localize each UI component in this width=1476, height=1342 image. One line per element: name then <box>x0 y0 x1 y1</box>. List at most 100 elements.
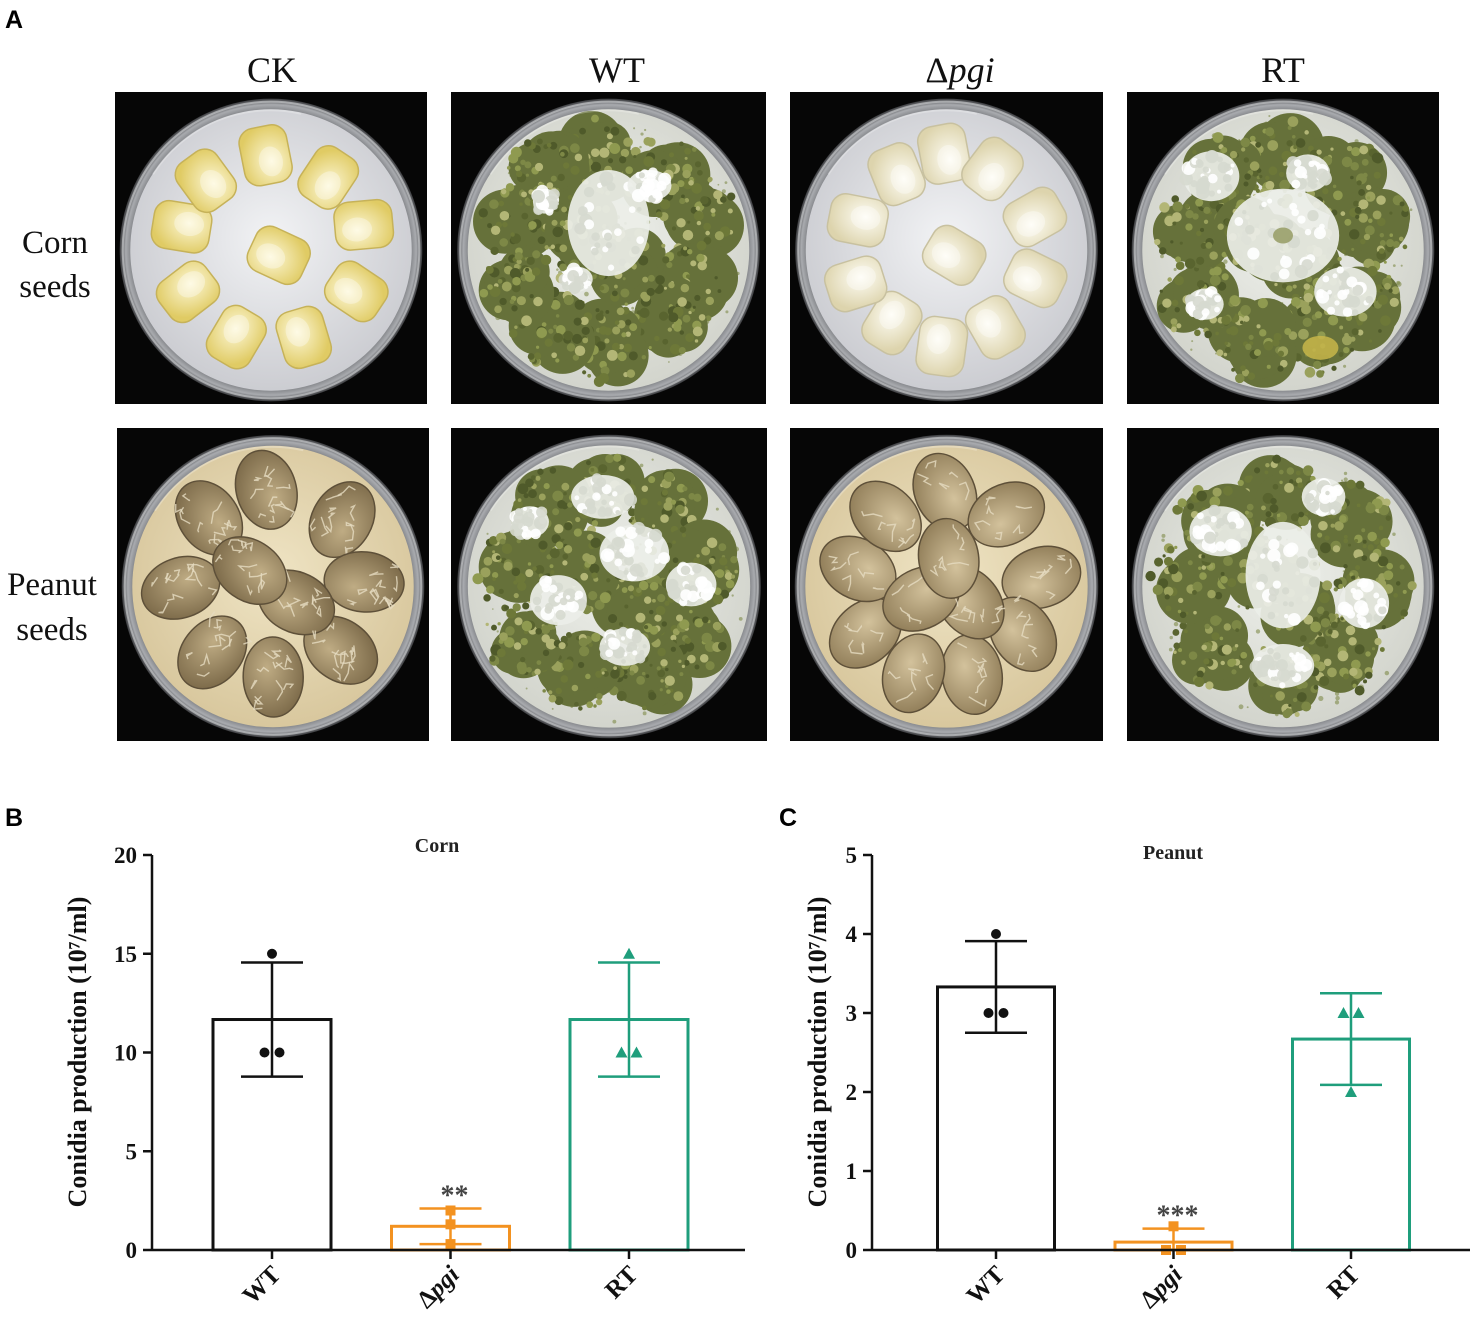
mycelium-spot <box>1214 295 1222 303</box>
mycelium-spot <box>594 242 601 249</box>
mycelium-spot <box>607 264 615 271</box>
photo-pgi-peanut-seeds <box>790 428 1103 741</box>
mycelium-spot <box>1242 210 1247 215</box>
corn-seed <box>916 122 972 185</box>
mold-spot <box>680 246 691 257</box>
mold-spot <box>1324 535 1330 541</box>
mold-spot <box>1339 515 1347 523</box>
mycelium-spot <box>1289 652 1294 658</box>
mold-spot <box>546 142 552 148</box>
seed-wrinkle <box>250 679 258 690</box>
mycelium-spot <box>1270 272 1280 281</box>
seed-wrinkle <box>1043 564 1053 574</box>
mycelium-spot <box>1352 284 1364 296</box>
seed-wrinkle <box>977 662 985 674</box>
mycelium-spot <box>1288 166 1296 174</box>
mold-spot <box>1220 660 1225 666</box>
mold-spot <box>1196 490 1207 502</box>
mold-spot <box>1304 130 1309 135</box>
mold-spot <box>1239 320 1244 325</box>
mycelium-spot <box>684 583 691 590</box>
mold-spot <box>1351 328 1359 336</box>
seed-wrinkle <box>256 666 270 673</box>
x-tick-label: Δpgi <box>412 1261 465 1314</box>
mold-spot <box>1220 576 1228 584</box>
mycelium-spot <box>1273 652 1281 660</box>
mold-spot <box>682 314 691 323</box>
mycelium-spot <box>1342 307 1353 317</box>
yellow-spot <box>1302 335 1339 360</box>
mold-spot <box>1222 485 1233 496</box>
corn-seed <box>961 136 1024 202</box>
mycelium-spot <box>1262 547 1269 554</box>
spore-speck <box>717 183 720 186</box>
mold-spot <box>608 614 618 624</box>
mold-spot <box>559 244 568 253</box>
mold-spot <box>1265 462 1270 468</box>
mold-spot <box>1313 684 1319 690</box>
seed-wrinkle <box>311 596 331 605</box>
mold-spot <box>692 326 703 337</box>
mold-spot <box>1279 480 1283 485</box>
mycelium-spot <box>1208 504 1220 517</box>
mold-spot <box>1249 161 1260 171</box>
mold-spot <box>1224 347 1231 353</box>
mold-spot <box>1175 256 1182 263</box>
mold-spot <box>1380 315 1391 326</box>
mold-spot <box>1192 149 1197 155</box>
mold-spot <box>1221 315 1231 325</box>
white-mycelium <box>1179 149 1240 202</box>
mold-spot <box>1318 520 1328 531</box>
mold-spot <box>526 256 535 265</box>
seed-wrinkle <box>217 625 222 631</box>
chart-title: Corn <box>415 835 459 857</box>
mycelium-spot <box>602 246 609 253</box>
mold-spot <box>524 271 536 283</box>
mycelium-spot <box>631 188 646 203</box>
spore-speck <box>1318 695 1324 702</box>
mold-spot <box>679 672 684 677</box>
mold-spot <box>1355 480 1365 490</box>
corn-seed <box>964 295 1026 360</box>
spore-speck <box>725 310 729 314</box>
mycelium-spot <box>594 493 600 499</box>
mycelium-spot <box>522 525 529 532</box>
mold-spot <box>1402 205 1410 212</box>
peanut-body <box>234 449 298 530</box>
significance-label: ** <box>441 1181 469 1212</box>
corn-seed <box>275 305 333 370</box>
mold-spot <box>1333 587 1338 592</box>
mold-spot <box>1259 174 1263 179</box>
mold-spot <box>696 240 707 251</box>
petri-dish-edge <box>1133 437 1433 736</box>
seed-wrinkle <box>886 523 897 542</box>
mold-spot <box>1393 593 1398 598</box>
mold-spot <box>1356 180 1362 186</box>
mold-spot <box>1287 468 1292 474</box>
seed-wrinkle <box>963 605 976 624</box>
mycelium-spot <box>583 186 595 198</box>
mold-spot <box>1226 328 1233 335</box>
mold-spot <box>673 691 684 702</box>
mold-spot <box>1351 247 1355 251</box>
mycelium-spot <box>623 555 634 566</box>
peanut-seed <box>849 480 922 553</box>
petri-dish-edge <box>797 100 1096 400</box>
mold-spot <box>1205 241 1213 249</box>
mycelium-spot <box>1377 597 1387 607</box>
mycelium-spot <box>628 206 636 214</box>
mold-spot <box>1368 218 1373 224</box>
mold-spot <box>552 226 564 238</box>
petri-dish-edge <box>796 436 1097 737</box>
mold-spot <box>687 654 696 664</box>
mold-spot <box>1277 350 1285 357</box>
chart-marks: WT *** Δpgi RT 0 1 2 3 4 5 <box>846 843 1470 1314</box>
mold-spot <box>562 659 574 671</box>
white-mycelium <box>509 506 549 540</box>
mycelium-spot <box>614 558 623 567</box>
mold-spot <box>1238 664 1243 669</box>
mold-spot <box>717 641 727 651</box>
mold-spot <box>668 281 675 289</box>
spore-speck <box>1392 532 1396 536</box>
mycelium-spot <box>632 629 642 639</box>
